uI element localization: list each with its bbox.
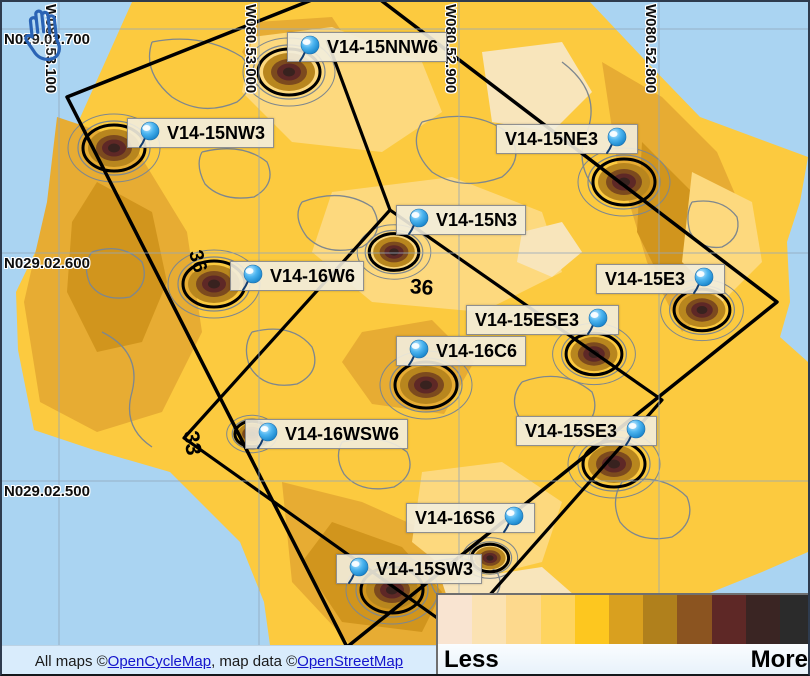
density-legend: Less More <box>436 593 808 674</box>
legend-swatch <box>779 595 808 644</box>
waypoint-pin-icon <box>690 267 716 297</box>
legend-more-label: More <box>750 646 808 673</box>
opencyclemap-link[interactable]: OpenCycleMap <box>107 653 212 670</box>
waypoint-marker[interactable]: V14-16S6 <box>406 503 536 536</box>
waypoint-label: V14-15SE3 <box>525 420 618 441</box>
waypoint-label: V14-15NNW6 <box>327 36 439 57</box>
waypoint-pin-icon <box>296 35 322 65</box>
waypoint-marker[interactable]: V14-15ESE3 <box>466 305 620 338</box>
waypoint-label: V14-15N3 <box>436 209 518 230</box>
waypoint-pin-icon <box>405 208 431 238</box>
waypoint-label: V14-16S6 <box>415 507 496 528</box>
legend-swatch <box>608 595 644 644</box>
waypoint-pin-icon <box>254 422 280 452</box>
longitude-label: W080.52.800 <box>642 4 659 94</box>
legend-swatch <box>677 595 712 644</box>
openstreetmap-link[interactable]: OpenStreetMap <box>297 653 404 670</box>
waypoint-marker[interactable]: V14-15SW3 <box>336 554 483 587</box>
attribution-prefix: All maps © <box>34 653 108 670</box>
legend-swatch <box>745 595 780 644</box>
waypoint-pin-icon <box>622 419 648 449</box>
waypoint-label: V14-15ESE3 <box>475 309 580 330</box>
contour-elevation-label: 33 <box>178 429 207 457</box>
legend-color-ramp <box>438 595 808 644</box>
legend-labels: Less More <box>438 644 808 674</box>
pan-hand-icon <box>24 9 61 61</box>
waypoint-pin-icon <box>136 121 162 151</box>
legend-swatch <box>643 595 678 644</box>
waypoint-marker[interactable]: V14-15SE3 <box>516 416 658 449</box>
waypoint-marker[interactable]: V14-15NW3 <box>127 118 275 151</box>
waypoint-pin-icon <box>345 557 371 587</box>
waypoint-label: V14-15SW3 <box>376 558 474 579</box>
waypoint-marker[interactable]: V14-16C6 <box>396 336 527 369</box>
legend-less-label: Less <box>444 646 499 673</box>
legend-swatch <box>540 595 575 644</box>
waypoint-marker[interactable]: V14-15N3 <box>396 205 527 238</box>
contour-elevation-label: 36 <box>409 275 435 300</box>
attribution-bar: All maps © OpenCycleMap , map data © Ope… <box>2 645 436 674</box>
waypoint-label: V14-16C6 <box>436 340 518 361</box>
waypoint-pin-icon <box>500 506 526 536</box>
legend-swatch <box>506 595 541 644</box>
latitude-label: N029.02.500 <box>4 483 90 500</box>
legend-swatch <box>711 595 746 644</box>
waypoint-label: V14-15E3 <box>605 268 686 289</box>
waypoint-marker[interactable]: V14-16WSW6 <box>245 419 409 452</box>
waypoint-marker[interactable]: V14-15NNW6 <box>287 32 448 65</box>
waypoint-pin-icon <box>603 127 629 157</box>
waypoint-pin-icon <box>405 339 431 369</box>
waypoint-label: V14-15NE3 <box>505 128 599 149</box>
legend-swatch <box>472 595 507 644</box>
waypoint-label: V14-15NW3 <box>167 122 266 143</box>
waypoint-marker[interactable]: V14-16W6 <box>230 261 365 294</box>
waypoint-marker[interactable]: V14-15E3 <box>596 264 726 297</box>
latitude-label: N029.02.600 <box>4 255 90 272</box>
waypoint-pin-icon <box>584 308 610 338</box>
legend-swatch <box>438 595 473 644</box>
waypoint-pin-icon <box>239 264 265 294</box>
attribution-middle: , map data © <box>211 653 298 670</box>
waypoint-label: V14-16WSW6 <box>285 423 400 444</box>
legend-swatch <box>574 595 609 644</box>
longitude-label: W080.53.000 <box>242 4 259 94</box>
waypoint-marker[interactable]: V14-15NE3 <box>496 124 639 157</box>
waypoint-label: V14-16W6 <box>270 265 356 286</box>
